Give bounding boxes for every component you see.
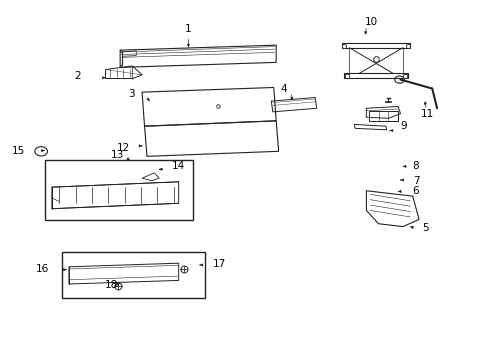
Text: 17: 17 <box>212 259 225 269</box>
Text: 10: 10 <box>364 17 377 27</box>
Text: 3: 3 <box>128 89 135 99</box>
Bar <box>44 160 193 220</box>
Text: 9: 9 <box>400 121 407 131</box>
Text: 6: 6 <box>412 186 419 196</box>
Text: 5: 5 <box>422 224 428 233</box>
Bar <box>368 111 397 121</box>
Text: 14: 14 <box>171 161 184 171</box>
Text: 12: 12 <box>117 143 130 153</box>
Text: 1: 1 <box>185 24 191 35</box>
Text: 18: 18 <box>105 280 118 290</box>
Text: 11: 11 <box>420 109 433 119</box>
Text: 2: 2 <box>74 71 81 81</box>
Text: 4: 4 <box>280 84 286 94</box>
Bar <box>61 252 205 298</box>
Text: 13: 13 <box>111 150 124 160</box>
Text: 8: 8 <box>412 161 419 171</box>
Text: 7: 7 <box>412 176 419 186</box>
Text: 15: 15 <box>12 146 25 156</box>
Text: 16: 16 <box>36 264 49 274</box>
